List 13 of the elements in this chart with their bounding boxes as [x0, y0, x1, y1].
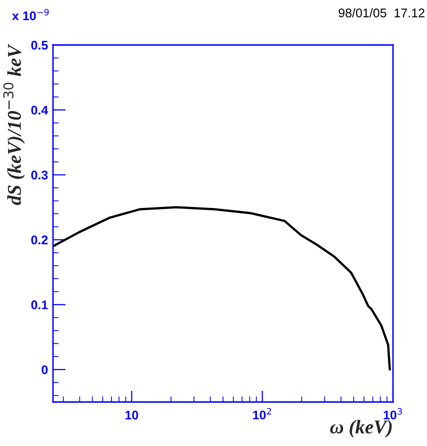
- y-tick-label: 0.4: [31, 106, 48, 115]
- y-tick-label: 0.3: [31, 170, 48, 180]
- y-tick-label: 0.5: [31, 40, 48, 50]
- y-tick-label: 0.2: [31, 236, 48, 244]
- y-tick-label: 0.1: [31, 300, 48, 310]
- x-tick-label: 10$^{2}$: [253, 408, 272, 420]
- x-tick-label: 10: [126, 410, 138, 420]
- x-axis-title: ω (keV): [330, 420, 392, 438]
- text: 98/01/05 17.12: [338, 8, 424, 18]
- text: x 10$^{−9}$: [12, 8, 49, 20]
- x-tick-label: 10$^{3}$: [384, 408, 402, 420]
- y-axis-title: dS (keV)/10$^{−30}$ keV: [3, 44, 25, 205]
- y-tick-label: 0: [42, 365, 48, 374]
